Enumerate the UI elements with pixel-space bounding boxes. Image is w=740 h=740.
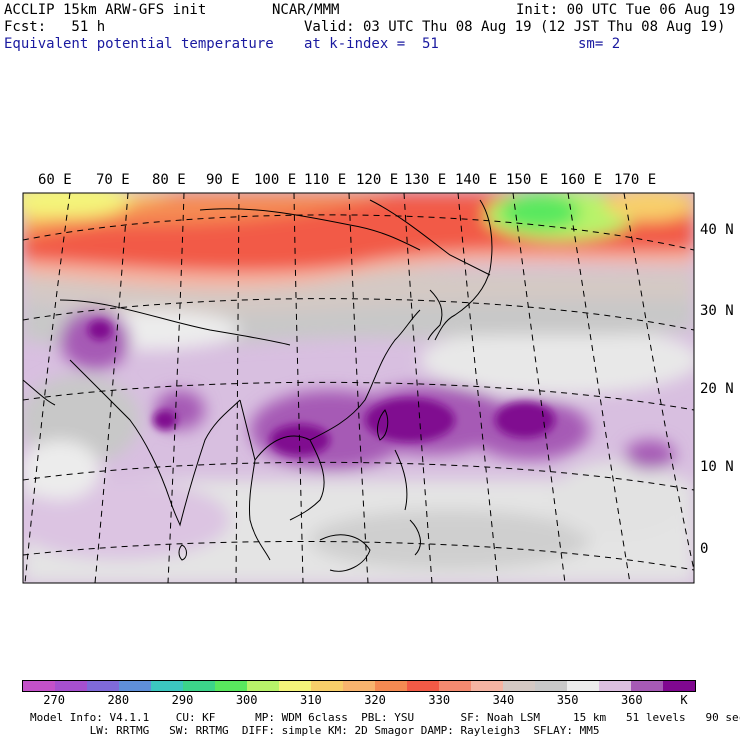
- longitude-label: 60 E: [38, 172, 72, 188]
- colorbar-tick-label: 290: [171, 693, 194, 707]
- colorbar-swatch: [119, 681, 151, 691]
- init-time: Init: 00 UTC Tue 06 Aug 19: [516, 2, 736, 18]
- organization-label: NCAR/MMM: [272, 2, 340, 18]
- colorbar-tick-label: 350: [556, 693, 579, 707]
- colorbar-tick-label: 270: [43, 693, 65, 707]
- colorbar-swatch: [567, 681, 599, 691]
- longitude-label: 140 E: [455, 172, 498, 188]
- colorbar: [22, 680, 696, 692]
- longitude-label: 80 E: [152, 172, 186, 188]
- colorbar-swatch: [375, 681, 407, 691]
- colorbar-swatch: [439, 681, 471, 691]
- longitude-label: 100 E: [254, 172, 297, 188]
- colorbar-swatch: [23, 681, 55, 691]
- longitude-label: 150 E: [506, 172, 549, 188]
- colorbar-swatch: [535, 681, 567, 691]
- latitude-label: 30 N: [700, 303, 734, 319]
- colorbar-swatch: [663, 681, 695, 691]
- longitude-label: 130 E: [404, 172, 447, 188]
- level-info: at k-index = 51: [304, 36, 439, 52]
- colorbar-tick-label: 330: [428, 693, 451, 707]
- field-name: Equivalent potential temperature: [4, 36, 274, 52]
- model-info-line1: Model Info: V4.1.1 CU: KF MP: WDM 6class…: [30, 711, 740, 724]
- colorbar-unit: K: [680, 693, 688, 707]
- longitude-label: 70 E: [96, 172, 130, 188]
- map-frame: [22, 192, 695, 584]
- colorbar-swatch: [279, 681, 311, 691]
- colorbar-swatch: [151, 681, 183, 691]
- model-title: ACCLIP 15km ARW-GFS init: [4, 2, 207, 18]
- colorbar-tick-label: 310: [300, 693, 322, 707]
- forecast-hour: Fcst: 51 h: [4, 19, 106, 35]
- latitude-label: 20 N: [700, 381, 734, 397]
- latitude-label: 0: [700, 541, 709, 557]
- colorbar-swatch: [87, 681, 119, 691]
- longitude-label: 90 E: [206, 172, 240, 188]
- colorbar-tick-label: 280: [107, 693, 130, 707]
- colorbar-swatch: [343, 681, 375, 691]
- latitude-label: 40 N: [700, 222, 734, 238]
- colorbar-swatch: [631, 681, 663, 691]
- colorbar-swatch: [503, 681, 535, 691]
- longitude-label: 160 E: [560, 172, 603, 188]
- colorbar-swatch: [471, 681, 503, 691]
- colorbar-tick-label: 300: [235, 693, 258, 707]
- colorbar-tick-label: 320: [364, 693, 386, 707]
- colorbar-swatch: [311, 681, 343, 691]
- colorbar-swatch: [215, 681, 247, 691]
- valid-time: Valid: 03 UTC Thu 08 Aug 19 (12 JST Thu …: [304, 19, 726, 35]
- colorbar-tick-label: 360: [620, 693, 643, 707]
- longitude-label: 170 E: [614, 172, 657, 188]
- colorbar-swatch: [183, 681, 215, 691]
- colorbar-tick-label: 340: [492, 693, 515, 707]
- colorbar-swatch: [599, 681, 631, 691]
- colorbar-swatch: [407, 681, 439, 691]
- graticule: [23, 193, 694, 583]
- colorbar-swatch: [55, 681, 87, 691]
- latitude-label: 10 N: [700, 459, 734, 475]
- longitude-label: 120 E: [356, 172, 399, 188]
- smoothing-info: sm= 2: [578, 36, 621, 52]
- model-info-line2: LW: RRTMG SW: RRTMG DIFF: simple KM: 2D …: [30, 724, 600, 737]
- longitude-label: 110 E: [304, 172, 347, 188]
- colorbar-swatch: [247, 681, 279, 691]
